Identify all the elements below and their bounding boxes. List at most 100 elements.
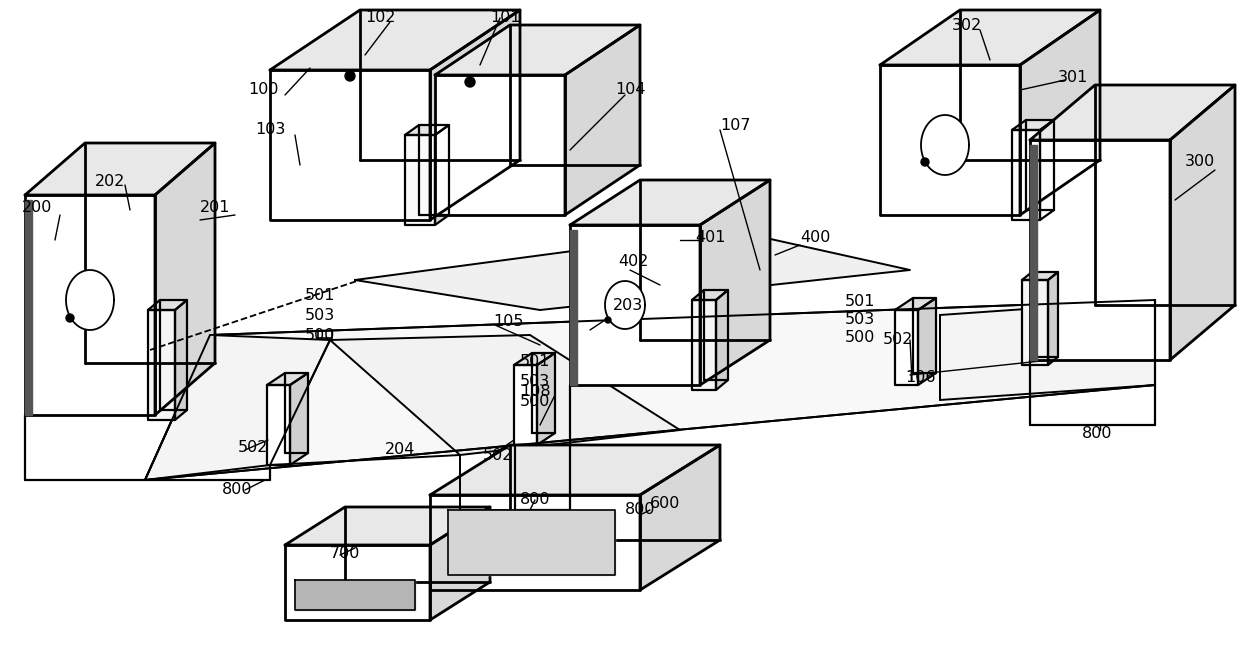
Text: 600: 600 (650, 495, 681, 510)
Circle shape (605, 317, 611, 323)
Polygon shape (537, 353, 556, 445)
Polygon shape (435, 125, 449, 225)
Text: 202: 202 (95, 174, 125, 190)
Polygon shape (270, 10, 520, 70)
Polygon shape (405, 125, 449, 135)
Polygon shape (895, 310, 918, 385)
Text: 302: 302 (952, 18, 982, 33)
Circle shape (345, 71, 355, 81)
Polygon shape (295, 580, 415, 610)
Polygon shape (25, 195, 155, 415)
Polygon shape (25, 143, 215, 195)
Polygon shape (285, 507, 490, 545)
Polygon shape (1012, 120, 1054, 130)
Polygon shape (715, 290, 728, 390)
Polygon shape (355, 230, 910, 310)
Text: 402: 402 (618, 255, 649, 270)
Text: 800: 800 (625, 502, 656, 518)
Polygon shape (1022, 272, 1058, 280)
Polygon shape (701, 180, 770, 385)
Polygon shape (940, 300, 1154, 400)
Text: 502: 502 (238, 440, 268, 455)
Text: 203: 203 (613, 298, 644, 312)
Text: 800: 800 (222, 483, 253, 497)
Text: 108: 108 (520, 384, 551, 400)
Polygon shape (330, 335, 680, 455)
Polygon shape (880, 10, 1100, 65)
Polygon shape (1030, 140, 1171, 360)
Circle shape (921, 158, 929, 166)
Polygon shape (435, 75, 565, 215)
Polygon shape (290, 373, 308, 465)
Polygon shape (1012, 130, 1040, 220)
Polygon shape (1030, 145, 1037, 360)
Polygon shape (270, 70, 430, 220)
Polygon shape (918, 298, 936, 385)
Text: 200: 200 (22, 199, 52, 215)
Text: 501: 501 (844, 295, 875, 310)
Polygon shape (1048, 272, 1058, 365)
Polygon shape (1030, 85, 1235, 140)
Polygon shape (25, 200, 32, 415)
Polygon shape (145, 300, 1154, 480)
Text: 800: 800 (520, 493, 551, 508)
Polygon shape (692, 290, 728, 300)
Text: 500: 500 (844, 331, 875, 346)
Polygon shape (515, 365, 537, 445)
Polygon shape (1171, 85, 1235, 360)
Text: 106: 106 (905, 371, 935, 386)
Polygon shape (1021, 10, 1100, 215)
Text: 502: 502 (484, 447, 513, 462)
Polygon shape (921, 115, 968, 175)
Polygon shape (895, 298, 936, 310)
Text: 103: 103 (255, 123, 285, 138)
Polygon shape (430, 507, 490, 620)
Text: 107: 107 (720, 117, 750, 133)
Polygon shape (175, 300, 187, 420)
Text: 201: 201 (200, 199, 231, 215)
Text: 502: 502 (883, 333, 914, 348)
Text: 101: 101 (490, 9, 521, 24)
Polygon shape (435, 25, 640, 75)
Text: 500: 500 (305, 327, 335, 342)
Polygon shape (430, 445, 720, 495)
Polygon shape (1040, 120, 1054, 220)
Text: 400: 400 (800, 230, 831, 245)
Polygon shape (148, 300, 187, 310)
Text: 500: 500 (520, 394, 551, 409)
Polygon shape (640, 445, 720, 590)
Text: 700: 700 (330, 546, 361, 560)
Circle shape (66, 314, 74, 322)
Text: 503: 503 (520, 375, 551, 390)
Polygon shape (155, 143, 215, 415)
Polygon shape (880, 65, 1021, 215)
Text: 800: 800 (1083, 426, 1112, 440)
Text: 503: 503 (305, 308, 335, 323)
Polygon shape (565, 25, 640, 215)
Text: 501: 501 (305, 287, 336, 302)
Polygon shape (148, 310, 175, 420)
Polygon shape (605, 281, 645, 329)
Text: 401: 401 (694, 230, 725, 245)
Polygon shape (430, 10, 520, 220)
Polygon shape (1022, 280, 1048, 365)
Polygon shape (145, 335, 330, 480)
Text: 301: 301 (1058, 70, 1089, 85)
Text: 104: 104 (615, 83, 646, 98)
Text: 204: 204 (384, 443, 415, 457)
Text: 100: 100 (248, 83, 279, 98)
Text: 503: 503 (844, 312, 875, 327)
Polygon shape (692, 300, 715, 390)
Text: 501: 501 (520, 354, 551, 369)
Polygon shape (285, 545, 430, 620)
Text: 105: 105 (494, 314, 523, 329)
Polygon shape (267, 373, 308, 385)
Polygon shape (267, 385, 290, 465)
Polygon shape (66, 270, 114, 330)
Text: 300: 300 (1185, 155, 1215, 169)
Polygon shape (515, 353, 556, 365)
Circle shape (465, 77, 475, 87)
Polygon shape (570, 225, 701, 385)
Polygon shape (430, 495, 640, 590)
Polygon shape (448, 510, 615, 575)
